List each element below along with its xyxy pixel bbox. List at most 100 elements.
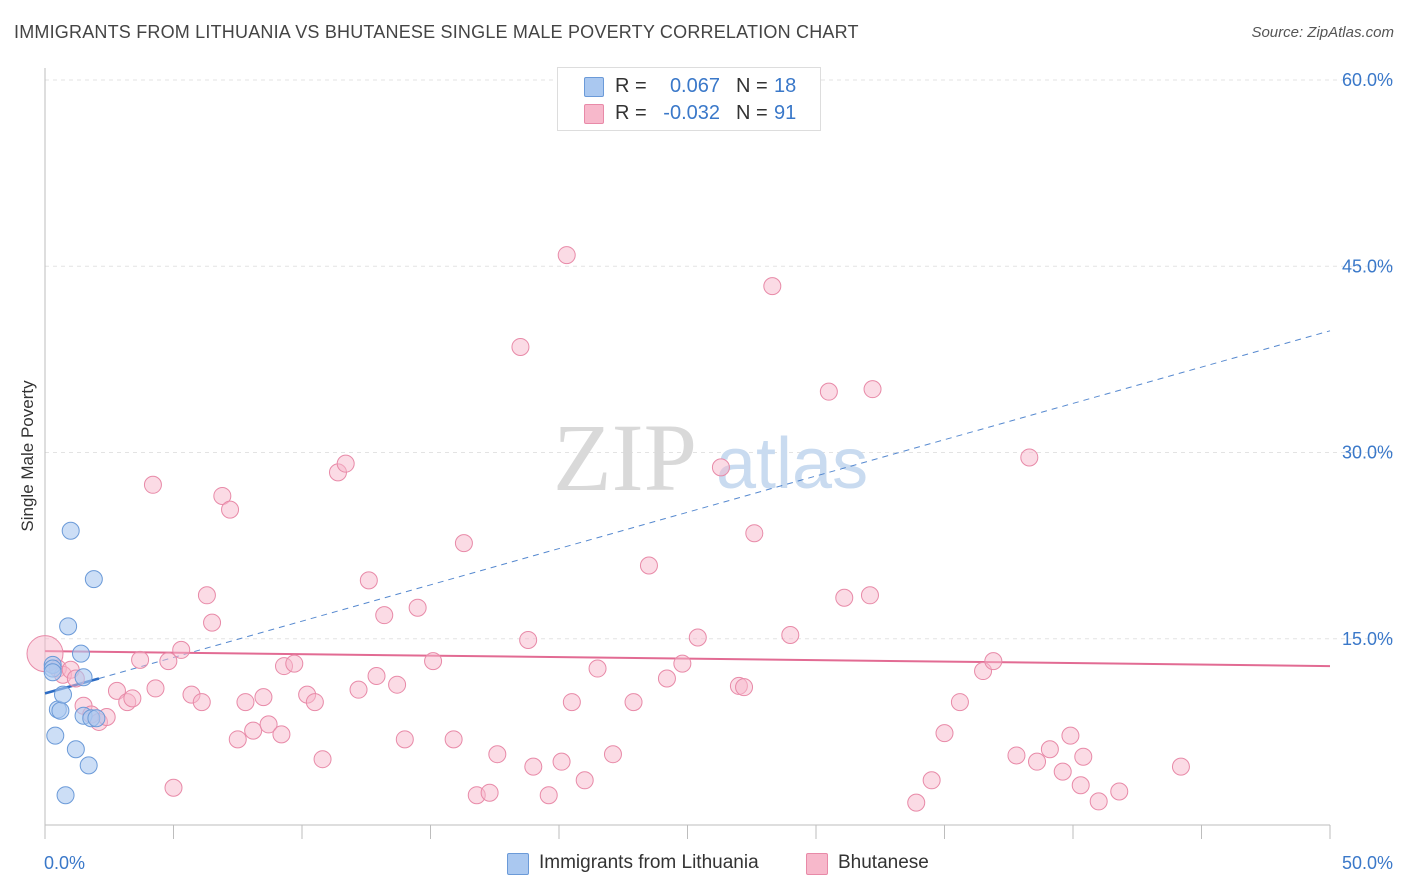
point-bhutanese	[159, 652, 178, 671]
tick-labels: 15.0% 30.0% 45.0% 60.0% 0.0% 50.0%	[44, 70, 1393, 873]
r-label: R =	[615, 102, 647, 124]
point-bhutanese	[203, 613, 222, 632]
point-bhutanese	[172, 640, 191, 659]
point-bhutanese	[254, 688, 273, 707]
point-bhutanese	[835, 588, 854, 607]
point-bhutanese	[164, 778, 183, 797]
point-bhutanese	[197, 586, 216, 605]
point-bhutanese	[562, 693, 581, 712]
point-lithuania	[79, 756, 98, 775]
axes	[44, 68, 1331, 839]
point-bhutanese	[272, 725, 291, 744]
point-lithuania	[71, 644, 90, 663]
point-bhutanese	[285, 654, 304, 673]
stats-box: R = 0.067 N = 18 R = -0.032 N = 91	[557, 67, 821, 131]
point-bhutanese	[143, 475, 162, 494]
point-bhutanese	[444, 730, 463, 749]
legend-label-lithuania: Immigrants from Lithuania	[539, 852, 759, 873]
point-bhutanese	[1110, 782, 1129, 801]
point-bhutanese	[588, 659, 607, 678]
point-lithuania	[61, 521, 80, 540]
point-bhutanese	[735, 678, 754, 697]
r-value: -0.032	[663, 102, 720, 124]
watermark-zip: ZIP	[553, 404, 697, 511]
point-bhutanese	[488, 745, 507, 764]
trend-line-lithuania-dashed	[98, 330, 1331, 679]
legend-item-lithuania[interactable]: Immigrants from Lithuania	[507, 852, 767, 876]
stats-row-lithuania: R = 0.067 N = 18	[558, 74, 820, 100]
point-bhutanese	[745, 524, 764, 543]
legend-label-bhutanese: Bhutanese	[838, 852, 929, 873]
point-bhutanese	[557, 246, 576, 265]
point-bhutanese	[1040, 740, 1059, 759]
n-value: 91	[774, 102, 797, 124]
point-bhutanese	[375, 606, 394, 625]
point-bhutanese	[984, 652, 1003, 671]
point-bhutanese	[907, 793, 926, 812]
point-bhutanese	[1061, 726, 1080, 745]
n-value: 18	[774, 75, 797, 97]
point-bhutanese	[552, 752, 571, 771]
point-bhutanese	[711, 458, 730, 477]
point-bhutanese	[131, 650, 150, 669]
point-bhutanese	[146, 679, 165, 698]
grid-lines	[45, 79, 1395, 640]
point-bhutanese	[781, 626, 800, 645]
point-bhutanese	[408, 598, 427, 617]
data-points	[26, 109, 1190, 812]
watermark-atlas: atlas	[716, 424, 868, 504]
point-bhutanese	[922, 771, 941, 790]
point-bhutanese	[123, 689, 142, 708]
n-label: N =	[736, 102, 768, 124]
point-bhutanese	[688, 628, 707, 647]
point-lithuania	[87, 709, 106, 728]
point-bhutanese	[1007, 746, 1026, 765]
point-bhutanese	[236, 693, 255, 712]
r-label: R =	[615, 75, 647, 97]
watermark: ZIP atlas	[553, 404, 868, 511]
y-tick-label: 45.0%	[1342, 256, 1393, 276]
point-bhutanese	[244, 721, 263, 740]
y-tick-label: 60.0%	[1342, 70, 1393, 90]
stats-row-bhutanese: R = -0.032 N = 91	[558, 101, 820, 127]
point-bhutanese	[107, 681, 126, 700]
point-bhutanese	[395, 730, 414, 749]
point-bhutanese	[539, 786, 558, 805]
point-bhutanese	[935, 724, 954, 743]
point-bhutanese	[950, 693, 969, 712]
point-lithuania	[53, 685, 72, 704]
legend-swatch-lithuania	[507, 853, 529, 875]
point-bhutanese	[359, 571, 378, 590]
legend-item-bhutanese[interactable]: Bhutanese	[806, 852, 946, 876]
point-bhutanese	[313, 750, 332, 769]
source-label: Source: ZipAtlas.com	[1251, 24, 1394, 41]
r-value: 0.067	[669, 75, 720, 97]
point-bhutanese	[575, 771, 594, 790]
point-lithuania	[59, 617, 78, 636]
point-bhutanese	[511, 337, 530, 356]
stats-swatch-bhutanese	[584, 104, 604, 124]
point-bhutanese	[305, 693, 324, 712]
point-bhutanese	[1074, 747, 1093, 766]
point-bhutanese	[763, 277, 782, 296]
point-bhutanese	[639, 556, 658, 575]
n-label: N =	[736, 75, 768, 97]
y-tick-label: 30.0%	[1342, 443, 1393, 463]
point-bhutanese	[336, 454, 355, 473]
point-bhutanese	[259, 715, 278, 734]
point-lithuania	[51, 701, 70, 720]
point-bhutanese	[228, 730, 247, 749]
point-lithuania	[43, 663, 62, 682]
point-bhutanese	[819, 382, 838, 401]
point-bhutanese	[454, 534, 473, 553]
point-bhutanese	[349, 680, 368, 699]
point-lithuania	[66, 740, 85, 759]
point-bhutanese	[863, 380, 882, 399]
point-bhutanese	[1089, 792, 1108, 811]
stats-swatch-lithuania	[584, 77, 604, 97]
point-bhutanese	[673, 654, 692, 673]
point-bhutanese	[424, 652, 443, 671]
legend-swatch-bhutanese	[806, 853, 828, 875]
point-bhutanese	[367, 667, 386, 685]
point-bhutanese	[221, 500, 240, 519]
